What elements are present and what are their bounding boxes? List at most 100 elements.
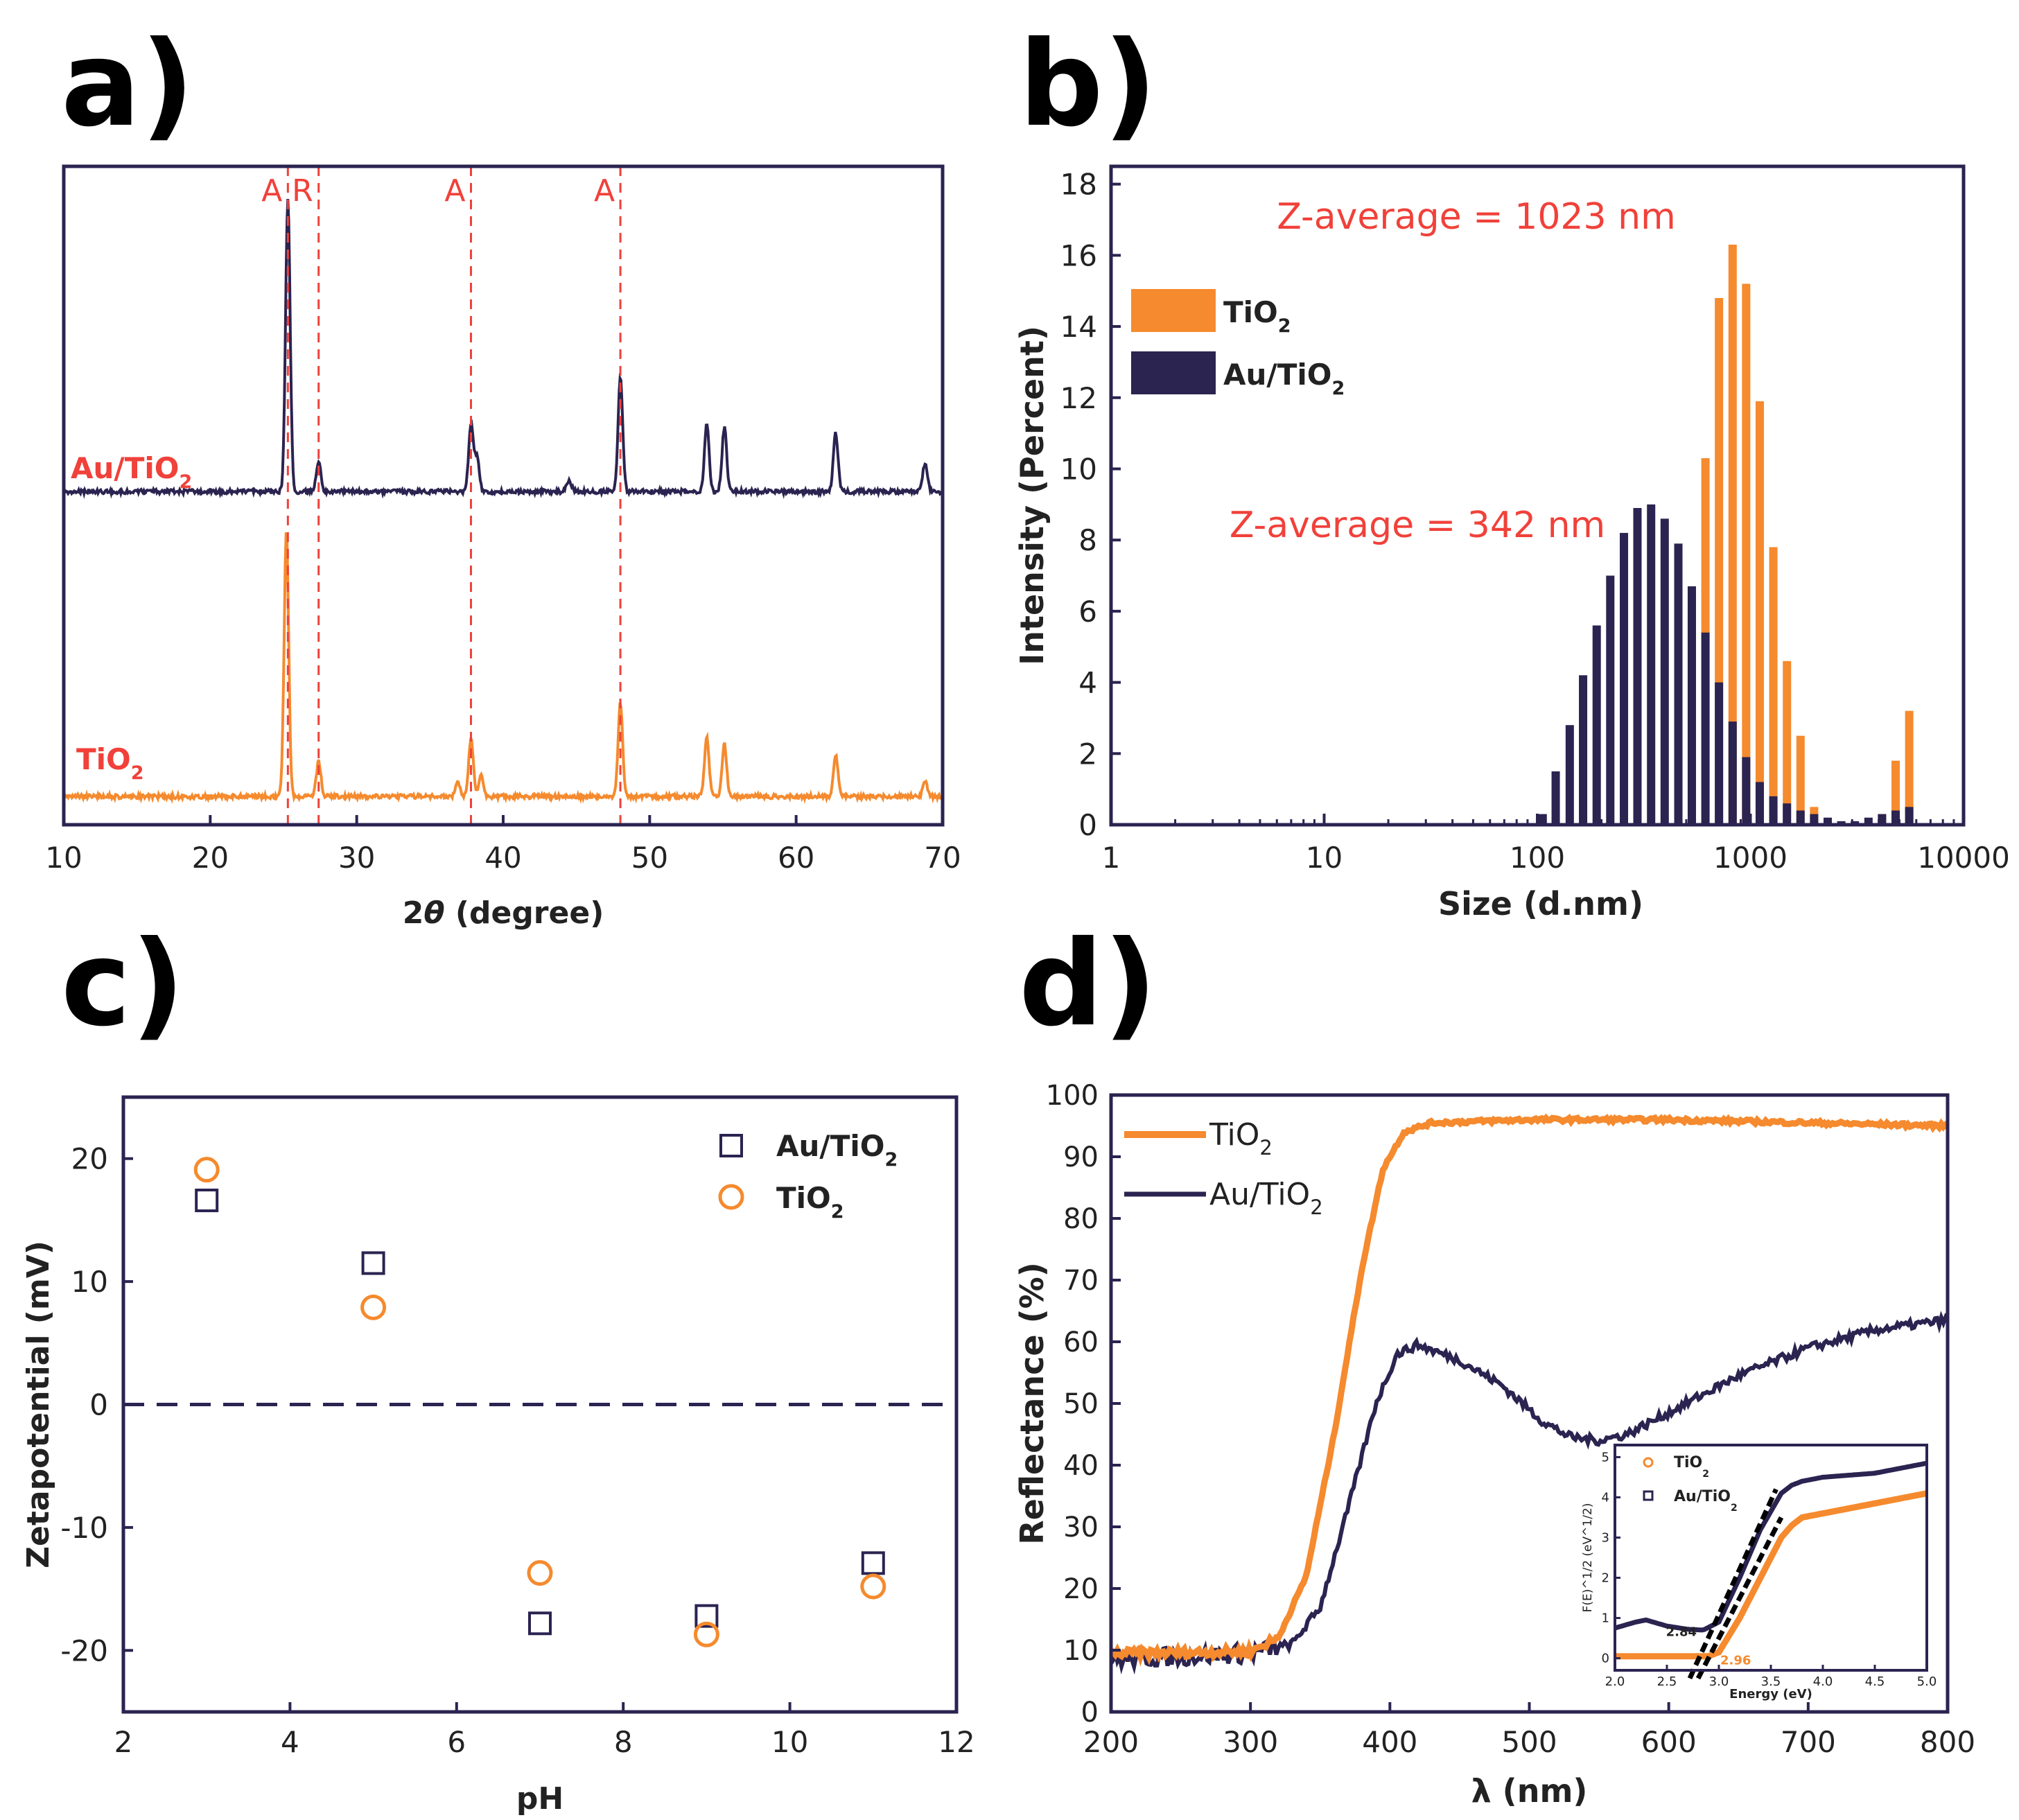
x-tick-label: 4 [281,1725,299,1759]
histogram-bar [1579,675,1588,825]
plot-frame [1109,164,1966,827]
histogram-bar [1742,283,1751,825]
x-axis-label-theta: θ [423,895,444,931]
inset-fit-line [1695,1516,1784,1680]
y-tick-label: 12 [1060,381,1097,415]
inset-legend-label: Au/TiO2 [1674,1488,1738,1514]
inset-x-tick-label: 3.0 [1709,1674,1729,1689]
data-point-square [361,1251,385,1275]
y-tick-label: 0 [1078,808,1097,842]
y-tick-label: 10 [1063,1635,1099,1667]
x-tick-label: 200 [1083,1725,1139,1759]
inset-legend-marker-circle [1643,1457,1654,1468]
y-tick-label: 2 [1078,737,1097,771]
x-tick-label: 800 [1920,1725,1975,1759]
legend-text-subscript: 2 [1332,378,1345,399]
panel-label: d) [1019,916,1157,1053]
legend-text-base: Au/TiO [71,451,180,485]
y-tick-label: 70 [1063,1265,1099,1297]
legend-label: TiO2 [1223,295,1291,337]
bandgap-label: 2.84 [1666,1625,1697,1640]
histogram-bar [1674,543,1683,825]
reflectance-series-line [1111,1113,1948,1667]
y-tick-label: 20 [1063,1573,1099,1605]
data-point-square [195,1189,219,1213]
data-point-circle [693,1621,719,1647]
histogram-bar [1878,814,1887,825]
histogram-bar [1837,821,1846,825]
histogram-bar [1891,810,1900,825]
histogram-bar [1728,244,1737,825]
x-tick-label: 500 [1501,1725,1557,1759]
histogram-bar [1728,721,1737,825]
x-tick-label: 10000 [1917,841,2010,875]
histogram-bar [1701,632,1710,825]
y-tick-label: 14 [1060,310,1097,344]
phase-label: A [444,173,465,209]
histogram-bar [1606,575,1615,825]
inset-y-tick-label: 5 [1602,1450,1609,1464]
histogram-bar [1769,796,1778,825]
histogram-bar [1687,586,1696,825]
legend-label: TiO2 [776,1181,844,1223]
histogram-bar [1660,518,1669,825]
panel-label: a) [61,16,194,153]
y-tick-label: 10 [1060,452,1097,486]
inset-y-tick-label: 1 [1602,1611,1609,1626]
x-tick-label: 12 [938,1725,974,1759]
inset-x-tick-label: 5.0 [1917,1674,1937,1689]
x-tick-label: 100 [1510,841,1565,875]
inset-x-tick-label: 2.5 [1657,1674,1677,1689]
series-label-au: Au/TiO2 [71,451,192,493]
z-average-annotation: Z-average = 342 nm [1230,505,1605,546]
x-axis-label: pH [516,1781,563,1817]
x-tick-label: 60 [778,841,814,875]
y-tick-label: 80 [1063,1203,1099,1235]
inset-x-axis-label: Energy (eV) [1729,1687,1812,1701]
y-tick-label: 100 [1046,1080,1099,1112]
y-tick-label: 8 [1078,523,1097,557]
y-tick-label: 0 [1081,1697,1099,1729]
legend-text-subscript: 2 [1259,1136,1272,1160]
legend-text-subscript: 2 [1702,1469,1709,1480]
y-tick-label: 40 [1063,1450,1099,1482]
plot-frame [62,164,945,827]
x-tick-label: 10 [1306,841,1343,875]
legend-text-base: TiO [76,742,131,776]
x-tick-label: 400 [1362,1725,1417,1759]
x-axis-label-prefix: 2 [403,895,424,931]
x-tick-label: 1000 [1713,841,1788,875]
inset-y-tick-label: 2 [1602,1571,1609,1586]
legend-text-subscript: 2 [1731,1503,1738,1514]
legend-text-base: Au/TiO [1674,1488,1731,1505]
phase-label: A [261,173,282,209]
xrd-series-line [64,199,943,500]
data-point-square [528,1611,552,1636]
x-tick-label: 10 [771,1725,808,1759]
histogram-bar [1783,660,1792,825]
inset-x-tick-label: 2.0 [1605,1674,1625,1689]
legend-text-subscript: 2 [831,1201,844,1223]
x-tick-label: 10 [45,841,82,875]
legend-swatch [1131,289,1216,332]
legend-text-base: TiO [1223,295,1278,329]
x-tick-label: 20 [192,841,229,875]
legend-text-subscript: 2 [1310,1196,1322,1219]
y-axis-label: Zetapotential (mV) [21,1241,56,1568]
panel-b: b) 0 2 4 6 8 10 12 14 16 18 1 10 100 1000 10000 Size (d.… [1013,16,2010,922]
legend-text-base: Au/TiO [1223,358,1332,392]
data-point-circle [360,1294,387,1320]
y-tick-label: -10 [60,1511,108,1545]
histogram-bar [1647,504,1656,825]
histogram-bar [1796,810,1805,825]
inset-series-line [1614,1460,1928,1633]
x-tick-label: 50 [631,841,668,875]
legend-marker-square [719,1134,743,1157]
panel-label: b) [1019,16,1157,153]
data-point-square [861,1551,885,1575]
inset-fit-line [1687,1488,1778,1680]
inset-y-tick-label: 0 [1602,1652,1609,1666]
legend-text-subscript: 2 [1278,315,1291,337]
x-tick-label: 2 [114,1725,133,1759]
